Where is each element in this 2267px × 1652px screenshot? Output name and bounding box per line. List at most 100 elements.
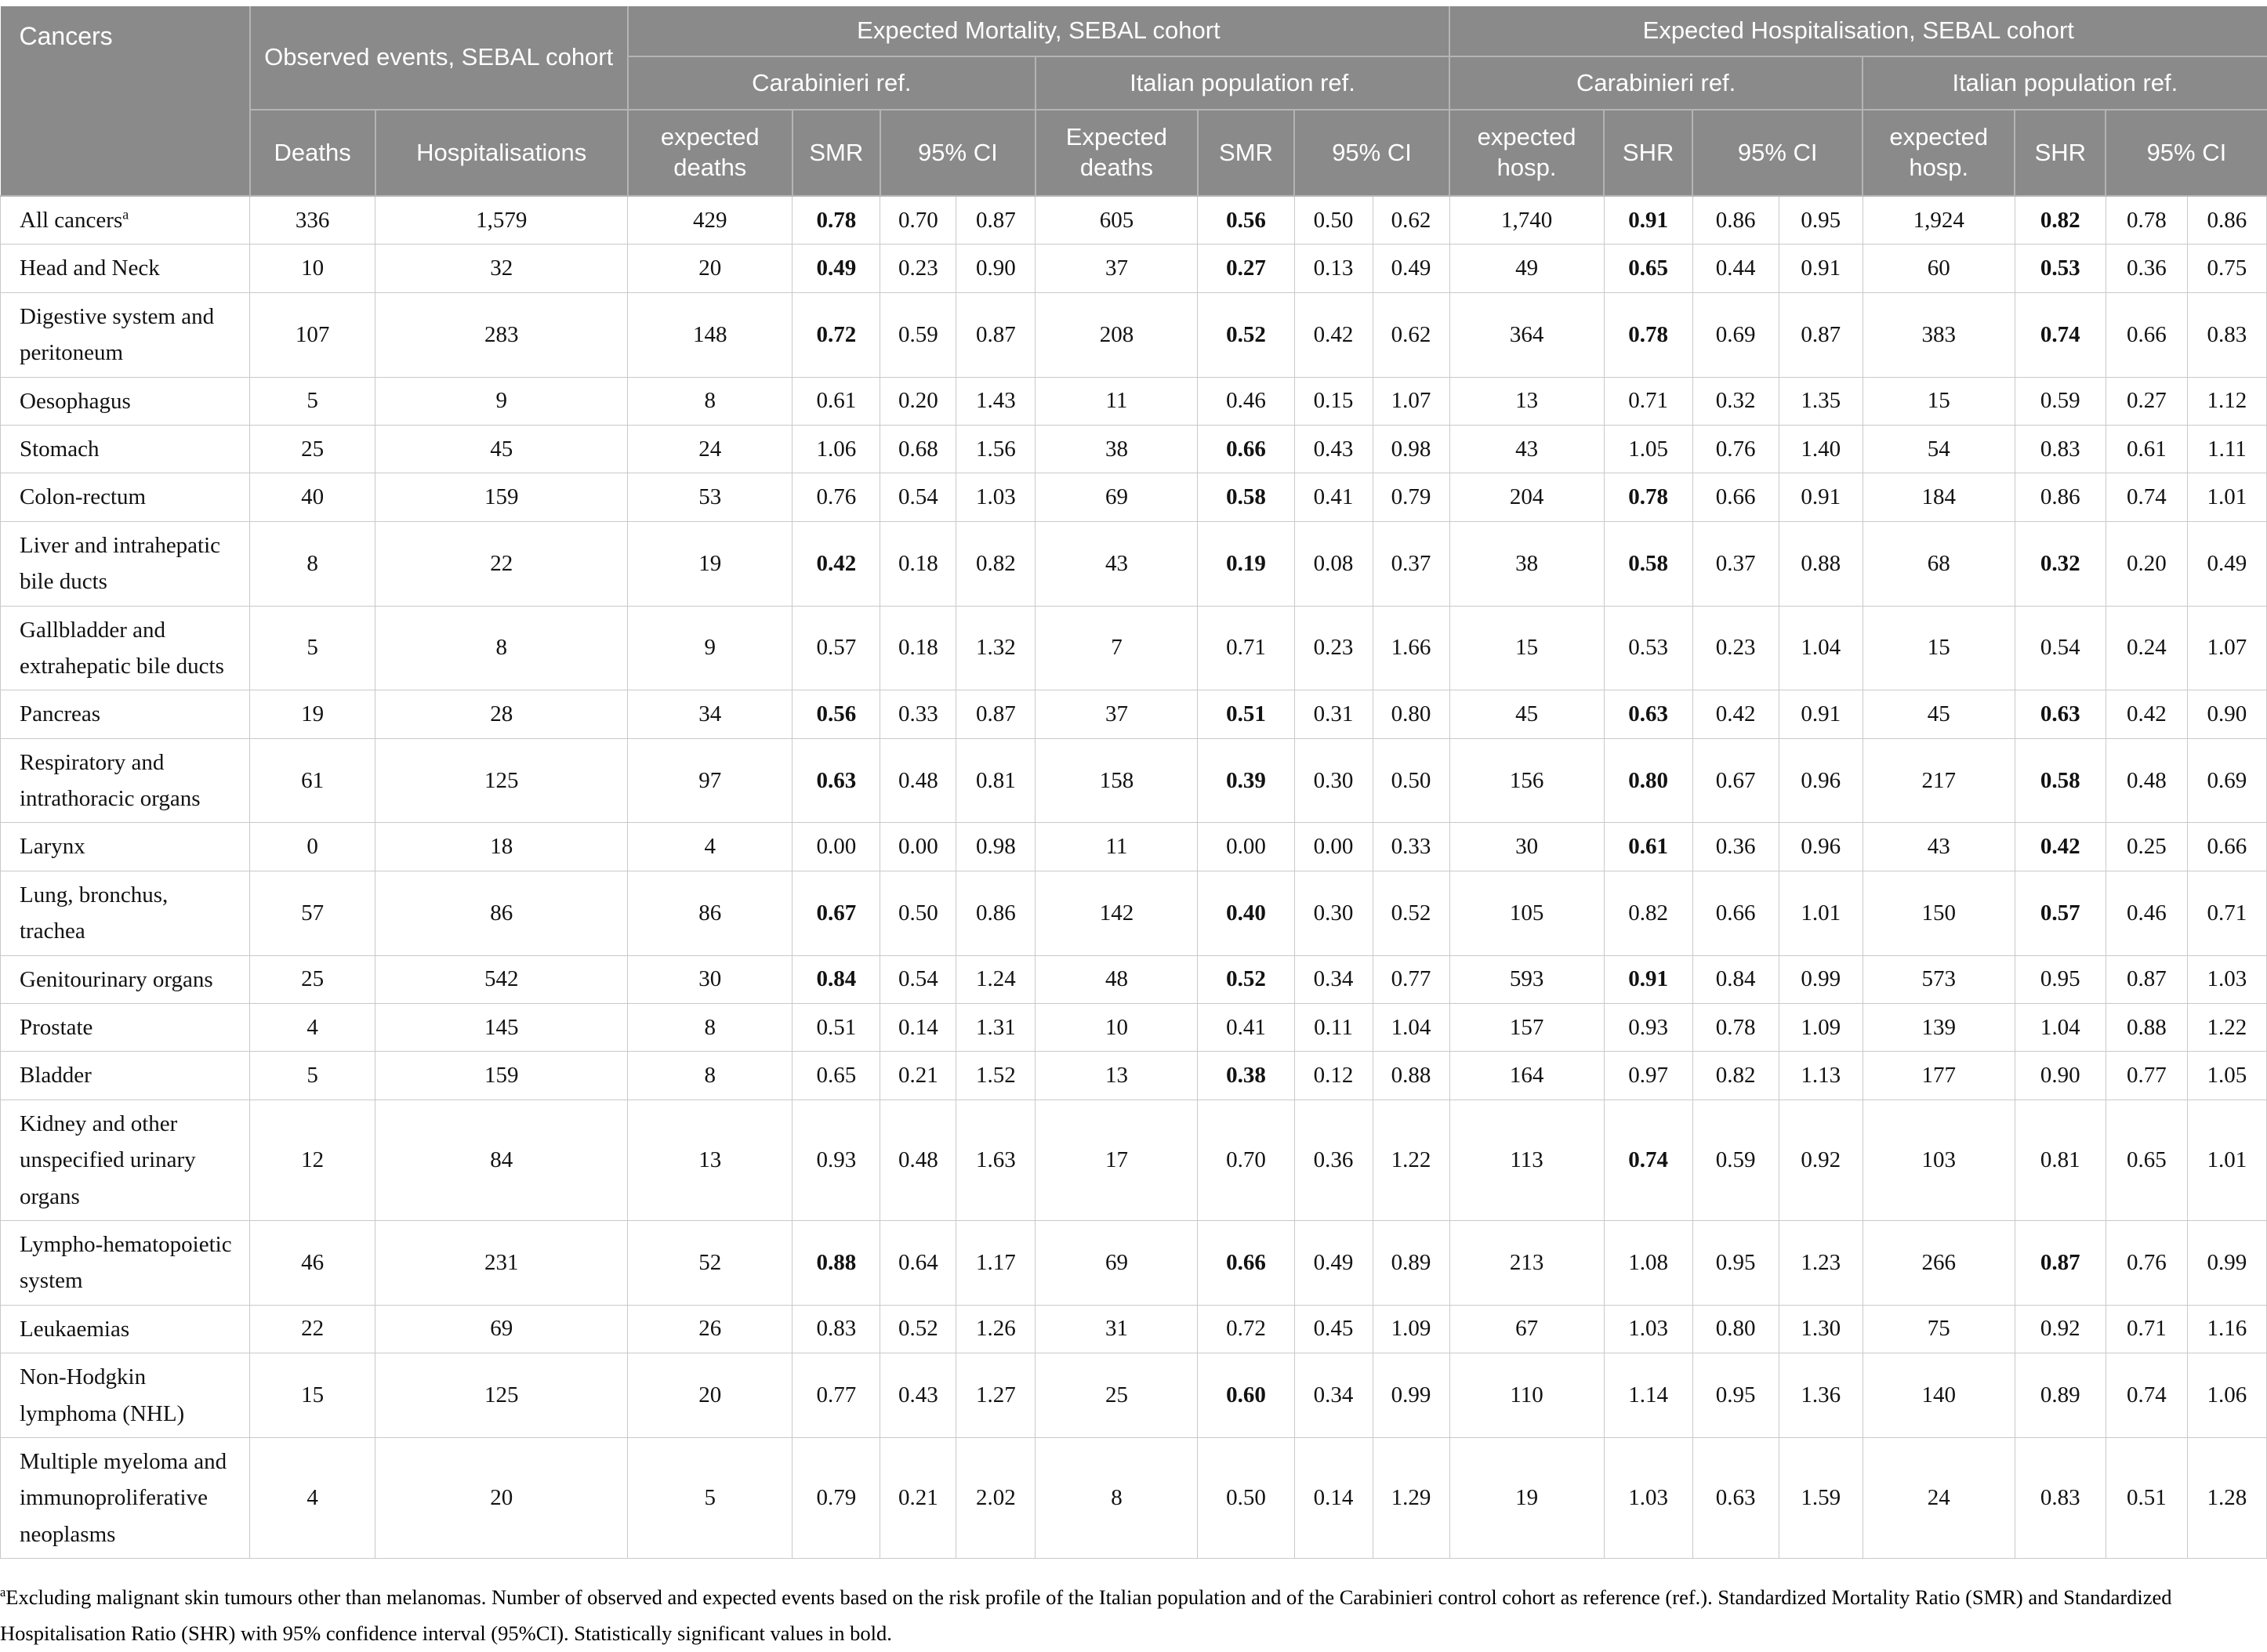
row-label: Lung, bronchus, trachea — [0, 870, 251, 956]
cell: 0.00 — [880, 822, 957, 871]
header-carabinieri-ref-mortality: Carabinieri ref. — [627, 56, 1036, 110]
cell: 19 — [249, 690, 376, 739]
cell: 0.36 — [1293, 1099, 1373, 1221]
cell: 0.82 — [956, 520, 1036, 607]
cell: 0.20 — [880, 376, 957, 426]
table-row: Colon-rectum 40 159 53 0.76 0.54 1.03 69 0.58 0.4… — [0, 473, 2267, 522]
cell: 1.04 — [2014, 1003, 2106, 1052]
cell: 13 — [627, 1099, 793, 1221]
footnote-marker: a — [0, 1585, 6, 1600]
cell: 1.14 — [1603, 1353, 1693, 1438]
cell: 54 — [1862, 424, 2015, 474]
cell: 60 — [1862, 244, 2015, 293]
cell: 1.23 — [1778, 1219, 1863, 1306]
cell: 0.23 — [1692, 605, 1779, 691]
cell: 0.34 — [1293, 955, 1373, 1005]
cell: 0.23 — [1293, 605, 1373, 691]
cell: 0.41 — [1197, 1003, 1295, 1052]
cell: 0.14 — [1293, 1436, 1373, 1560]
cell: 0.96 — [1778, 737, 1863, 824]
cell: 0.08 — [1293, 520, 1373, 607]
cell: 1,579 — [375, 195, 629, 245]
cell: 0.53 — [1603, 605, 1693, 691]
header-ref-row: Carabinieri ref. Italian population ref.… — [1, 56, 2267, 110]
cell: 0.57 — [792, 605, 881, 691]
cell: 0.66 — [1197, 424, 1295, 474]
cell: 336 — [249, 195, 376, 245]
cell: 1.32 — [956, 605, 1036, 691]
cell: 32 — [375, 244, 629, 293]
cell: 1.11 — [2186, 424, 2267, 474]
cell: 1,740 — [1449, 195, 1605, 245]
cell: 0.83 — [792, 1304, 881, 1354]
cell: 46 — [249, 1219, 376, 1306]
cell: 0.88 — [2105, 1003, 2188, 1052]
cell: 34 — [627, 690, 793, 739]
cell: 0.43 — [880, 1353, 957, 1438]
cell: 0.72 — [1197, 1304, 1295, 1354]
table-row: Leukaemias 22 69 26 0.83 0.52 1.26 31 0.72 0.45 1.… — [0, 1304, 2267, 1354]
cell: 231 — [375, 1219, 629, 1306]
cell: 0.70 — [880, 195, 957, 245]
cell: 0.76 — [792, 473, 881, 522]
cell: 0.71 — [1197, 605, 1295, 691]
row-label: Colon-rectum — [0, 473, 251, 522]
cell: 0.86 — [2186, 195, 2267, 245]
cell: 0.30 — [1293, 737, 1373, 824]
cell: 0.54 — [880, 473, 957, 522]
cell: 0.72 — [792, 292, 881, 378]
cell: 1.07 — [1372, 376, 1450, 426]
cell: 43 — [1862, 822, 2015, 871]
cell: 0.30 — [1293, 870, 1373, 956]
cell: 110 — [1449, 1353, 1605, 1438]
cell: 0.71 — [2186, 870, 2267, 956]
cell: 22 — [249, 1304, 376, 1354]
cell: 0.27 — [1197, 244, 1295, 293]
cell: 1.05 — [2186, 1051, 2267, 1100]
cell: 0.87 — [1778, 292, 1863, 378]
cell: 0.93 — [792, 1099, 881, 1221]
cell: 37 — [1035, 244, 1199, 293]
cell: 0.54 — [880, 955, 957, 1005]
cell: 10 — [249, 244, 376, 293]
table-row: Multiple myeloma and immunoproliferative… — [0, 1436, 2267, 1560]
cell: 0.00 — [1293, 822, 1373, 871]
cell: 159 — [375, 1051, 629, 1100]
cell: 0.46 — [2105, 870, 2188, 956]
cell: 0.91 — [1603, 195, 1693, 245]
cell: 0.52 — [1197, 955, 1295, 1005]
cell: 40 — [249, 473, 376, 522]
cell: 0.80 — [1372, 690, 1450, 739]
cell: 53 — [627, 473, 793, 522]
cell: 1.16 — [2186, 1304, 2267, 1354]
header-shr-carabinieri: SHR — [1603, 109, 1694, 197]
cell: 0.69 — [1692, 292, 1779, 378]
cell: 15 — [1449, 605, 1605, 691]
cell: 0.78 — [1692, 1003, 1779, 1052]
cell: 0.40 — [1197, 870, 1295, 956]
cell: 0.74 — [2105, 1353, 2188, 1438]
cell: 0.41 — [1293, 473, 1373, 522]
cell: 0.32 — [1692, 376, 1779, 426]
cell: 383 — [1862, 292, 2015, 378]
cell: 0.62 — [1372, 195, 1450, 245]
cell: 8 — [627, 1003, 793, 1052]
row-label: Gallbladder and extrahepatic bile ducts — [0, 605, 251, 691]
cell: 0.66 — [1197, 1219, 1295, 1306]
cell: 0.15 — [1293, 376, 1373, 426]
cell: 84 — [375, 1099, 629, 1221]
header-ci-smr-carabinieri: 95% CI — [879, 109, 1036, 197]
header-smr-carabinieri: SMR — [791, 109, 881, 197]
cell: 0.19 — [1197, 520, 1295, 607]
cell: 0.59 — [2014, 376, 2106, 426]
cell: 8 — [627, 1051, 793, 1100]
cell: 12 — [249, 1099, 376, 1221]
cell: 0.95 — [2014, 955, 2106, 1005]
table-row: Lympho-hematopoietic system 46 231 52 0.88 0.… — [0, 1219, 2267, 1306]
cell: 0.79 — [792, 1436, 881, 1560]
cell: 217 — [1862, 737, 2015, 824]
cell: 0.77 — [1372, 955, 1450, 1005]
cell: 0.77 — [2105, 1051, 2188, 1100]
cell: 69 — [1035, 1219, 1199, 1306]
cell: 43 — [1449, 424, 1605, 474]
